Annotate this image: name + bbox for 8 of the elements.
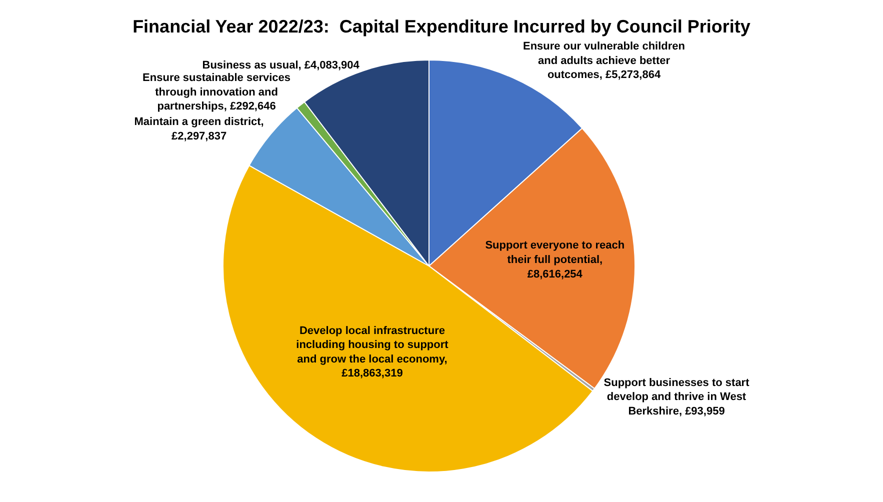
slice-label: Maintain a green district, £2,297,837 <box>134 116 264 142</box>
slice-label: Develop local infrastructure including housing to support and grow the local economy, £18,863,319 <box>296 324 449 380</box>
slice-label: Support businesses to start develop and thrive in West Berkshire, £93,959 <box>604 376 750 418</box>
slice-label: Business as usual, £4,083,904 <box>202 59 360 72</box>
slice-label: Ensure sustainable services through innovation and partnerships, £292,646 <box>142 72 291 113</box>
chart-title: Financial Year 2022/23: Capital Expenditure Incurred by Council Priority <box>132 16 750 37</box>
slice-label: Ensure our vulnerable children and adults achieve better outcomes, £5,273,864 <box>523 40 686 82</box>
slice-label: Support everyone to reach their full potential, £8,616,254 <box>485 240 625 280</box>
